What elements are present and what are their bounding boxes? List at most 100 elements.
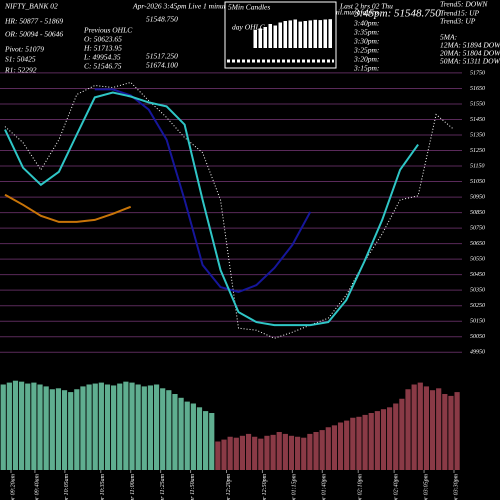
previous-ohlc: Previous OHLC: [83, 26, 133, 35]
bar: [104, 384, 111, 470]
y-tick-label: 50250: [470, 303, 485, 309]
time: 3:20pm:: [353, 55, 379, 64]
bar: [298, 21, 302, 48]
bar: [417, 382, 423, 470]
bar: [92, 383, 98, 470]
y-tick-label: 51650: [470, 86, 485, 92]
box-label: day OHLC: [232, 23, 266, 32]
bar: [141, 386, 147, 470]
bar: [278, 22, 282, 48]
bar: [245, 433, 252, 470]
bar: [196, 407, 203, 470]
box-label: 5Min Candles: [228, 3, 270, 12]
bar: [31, 382, 37, 470]
bar: [301, 437, 307, 470]
y-tick-label: 51250: [470, 148, 485, 154]
time: 3:15pm:: [353, 64, 379, 73]
bar: [153, 384, 160, 470]
bar: [323, 19, 327, 48]
bar: [429, 390, 436, 470]
bar: [6, 382, 12, 470]
trend: 5MA:: [440, 33, 457, 42]
bar: [111, 385, 117, 470]
x-tick-label: 02 Apr 10:35am: [100, 473, 106, 500]
bar: [55, 388, 62, 470]
bar: [423, 386, 430, 470]
bar: [61, 390, 68, 470]
bar: [253, 30, 257, 48]
y-tick-label: 50750: [470, 225, 485, 231]
bar: [356, 416, 362, 470]
y-tick-label: 50450: [470, 271, 485, 278]
x-tick-label: 02 Apr 11:25am: [160, 473, 166, 500]
bar: [319, 430, 325, 470]
level: S1: 50425: [5, 55, 36, 64]
bar: [80, 386, 86, 470]
bar: [331, 425, 338, 470]
bar: [19, 381, 25, 470]
bar: [37, 384, 43, 470]
bar: [442, 394, 448, 470]
bar: [258, 28, 262, 48]
bar: [276, 432, 282, 470]
trend: 20MA: 51804 DOWN: [440, 49, 500, 58]
bar: [258, 438, 264, 470]
y-tick-label: 50950: [470, 194, 485, 200]
bar: [147, 385, 154, 470]
bar: [399, 398, 405, 470]
bar: [318, 20, 322, 48]
x-tick-label: 02 Apr 02:10pm: [358, 473, 364, 500]
y-tick-label: 51050: [470, 179, 485, 185]
bar: [273, 25, 277, 48]
x-tick-label: 02 Apr 11:00am: [130, 473, 136, 500]
x-tick-label: 02 Apr 11:50am: [190, 473, 196, 500]
level: OR: 50094 - 50646: [5, 30, 63, 39]
bar: [293, 19, 297, 48]
y-tick-label: 50150: [470, 319, 485, 325]
bar: [209, 413, 215, 470]
bar: [295, 436, 301, 470]
bar: [221, 439, 227, 470]
bar: [313, 432, 319, 470]
trend: Trend3: UP: [440, 17, 476, 26]
bar: [160, 388, 166, 470]
trend: 50MA: 51311 DOWN: [440, 57, 500, 66]
y-tick-label: 51350: [470, 132, 485, 138]
bar: [303, 21, 307, 48]
bar: [129, 382, 135, 470]
bar: [411, 384, 417, 470]
price-line: [94, 88, 312, 294]
today-value: 51517.250: [146, 52, 178, 61]
time: 3:35pm:: [353, 28, 379, 37]
bar: [98, 382, 104, 470]
today-value: 51674.100: [146, 61, 178, 70]
x-tick-label: 02 Apr 09:40am: [33, 473, 40, 500]
bar: [393, 403, 399, 470]
bar: [86, 384, 92, 470]
x-tick-label: 02 Apr 01:40pm: [321, 473, 328, 500]
y-tick-label: 49950: [470, 349, 485, 356]
bar: [117, 383, 123, 470]
bar: [313, 19, 317, 48]
bar: [454, 392, 460, 470]
bar: [74, 389, 80, 470]
bar: [368, 413, 374, 470]
bar: [283, 21, 287, 48]
level: HR: 50877 - 51869: [4, 17, 63, 26]
x-tick-label: 02 Apr 02:40pm: [393, 473, 400, 500]
bar: [436, 388, 442, 470]
previous-ohlc: C: 51546.75: [84, 62, 122, 71]
bar: [49, 389, 55, 470]
bar: [166, 390, 172, 470]
time: 3:30pm:: [353, 37, 379, 46]
y-tick-label: 50850: [470, 210, 485, 216]
today-value: 51548.750: [146, 15, 178, 24]
y-tick-label: 50650: [470, 241, 485, 247]
bar: [0, 384, 6, 470]
trend: Trend15: UP: [440, 9, 480, 18]
bar: [337, 422, 344, 470]
bar: [270, 434, 276, 470]
symbol: NIFTY_BANK 02: [4, 2, 58, 11]
